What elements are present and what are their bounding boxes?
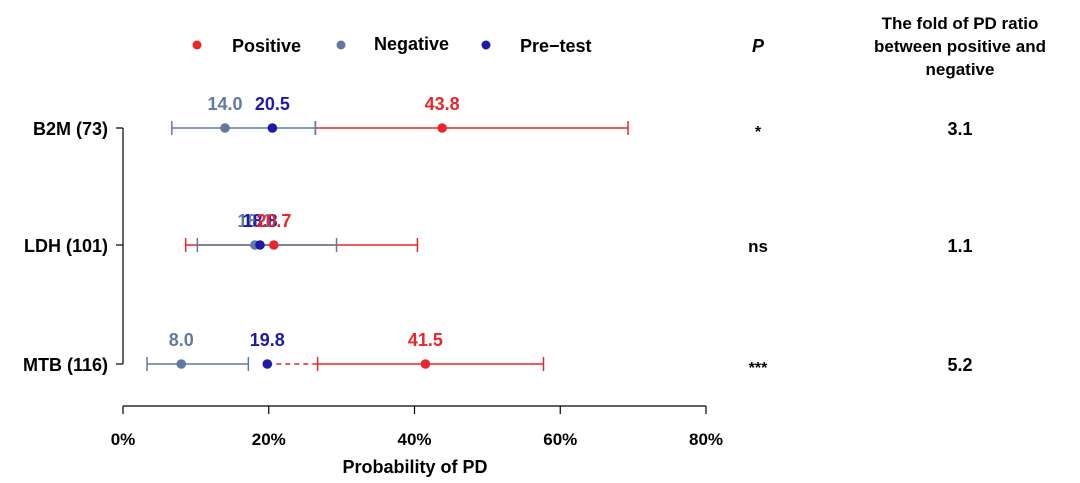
positive-point — [269, 240, 279, 250]
legend-label-negative: Negative — [374, 34, 449, 54]
fold-header-line-1: The fold of PD ratio — [882, 14, 1039, 33]
forest-rows: B2M (73) 14.0 20.5 43.8 * 3.1 LDH (101) 18.118.… — [23, 94, 973, 377]
positive-value-label: 20.7 — [256, 211, 291, 231]
legend-marker-positive — [192, 40, 202, 50]
positive-point — [420, 359, 431, 369]
legend-label-positive: Positive — [232, 36, 301, 56]
negative-value-label: 8.0 — [169, 330, 194, 350]
fold-value: 1.1 — [947, 236, 972, 256]
legend: Positive Negative Pre−test — [192, 34, 592, 56]
negative-point — [176, 359, 187, 369]
row-label: B2M (73) — [33, 119, 108, 139]
x-tick-label: 20% — [252, 430, 286, 449]
x-tick-label: 0% — [111, 430, 136, 449]
pretest-value-label: 20.5 — [255, 94, 290, 114]
fold-header: The fold of PD ratio between positive an… — [874, 14, 1046, 79]
negative-point — [220, 123, 230, 133]
forest-row: MTB (116) 8.0 19.8 41.5 *** 5.2 — [23, 330, 973, 377]
x-axis-label: Probability of PD — [342, 457, 487, 477]
row-label: LDH (101) — [24, 236, 108, 256]
pretest-point — [255, 240, 265, 250]
p-value-header: P — [752, 36, 765, 56]
x-tick-label: 60% — [543, 430, 577, 449]
pretest-point — [267, 123, 278, 133]
negative-value-label: 18.1 — [237, 211, 272, 231]
positive-value-label: 43.8 — [425, 94, 460, 114]
p-value: *** — [749, 360, 768, 377]
p-value: * — [755, 124, 762, 141]
positive-value-label: 41.5 — [408, 330, 443, 350]
p-value: ns — [748, 237, 768, 256]
fold-value: 5.2 — [947, 355, 972, 375]
forest-row: B2M (73) 14.0 20.5 43.8 * 3.1 — [33, 94, 973, 141]
legend-marker-pretest — [481, 40, 491, 50]
forest-row: LDH (101) 18.118.820.7 ns 1.1 — [24, 211, 973, 256]
legend-label-pretest: Pre−test — [520, 36, 592, 56]
fold-header-line-2: between positive and — [874, 37, 1046, 56]
x-tick-label: 40% — [397, 430, 431, 449]
row-label: MTB (116) — [23, 355, 108, 375]
x-axis-ticks: 0% 20% 40% 60% 80% — [111, 406, 723, 449]
pretest-value-label: 18.8 — [242, 211, 277, 231]
legend-marker-negative — [336, 40, 346, 50]
pretest-value-label: 19.8 — [250, 330, 285, 350]
negative-value-label: 14.0 — [208, 94, 243, 114]
fold-value: 3.1 — [947, 119, 972, 139]
fold-header-line-3: negative — [926, 60, 995, 79]
x-tick-label: 80% — [689, 430, 723, 449]
pretest-point — [262, 359, 273, 369]
positive-point — [437, 123, 447, 133]
